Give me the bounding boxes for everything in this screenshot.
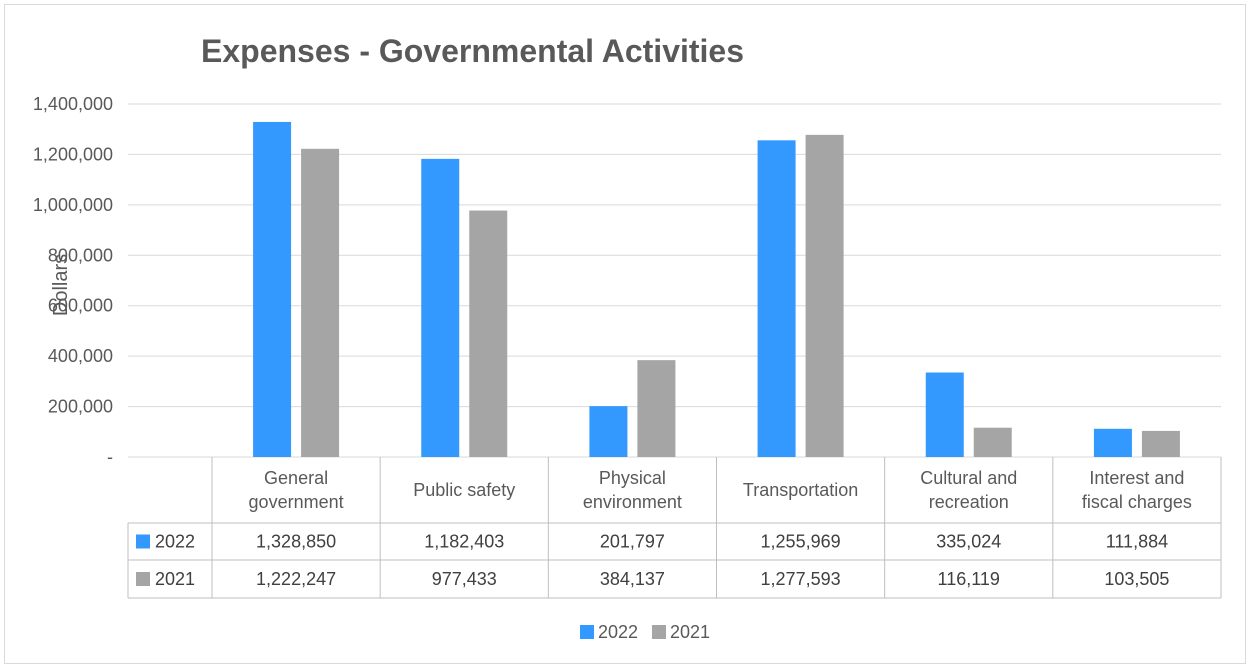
category-label: Physical <box>599 468 666 488</box>
bar-2021 <box>1141 430 1180 457</box>
y-tick-label: 1,400,000 <box>33 94 113 114</box>
bar-2022 <box>253 121 292 457</box>
bar-2022 <box>1093 428 1132 457</box>
data-label: 977,433 <box>432 569 497 589</box>
legend: 2022 2021 <box>580 622 710 642</box>
data-label: 1,328,850 <box>256 532 336 552</box>
data-label: 111,884 <box>1106 532 1168 552</box>
bar-2022 <box>421 158 460 457</box>
legend-label: 2021 <box>670 622 710 642</box>
y-axis-ticks: - 200,000 400,000 600,000 800,000 1,000,000 1,… <box>33 94 113 467</box>
y-tick-label: 400,000 <box>48 346 113 366</box>
chart-frame: Expenses - Governmental Activities Dolla… <box>4 4 1246 664</box>
y-tick-label: 600,000 <box>48 296 113 316</box>
data-label: 103,505 <box>1104 569 1169 589</box>
data-label: 116,119 <box>938 569 1000 589</box>
category-label: Public safety <box>413 480 515 500</box>
bar-2021 <box>301 148 340 457</box>
y-tick-label: 1,000,000 <box>33 195 113 215</box>
y-axis-label: Dollars <box>50 254 72 316</box>
y-tick-label: 800,000 <box>48 245 113 265</box>
category-label: General <box>264 468 328 488</box>
table-series-label: 2022 <box>155 532 195 552</box>
data-label: 335,024 <box>936 532 1001 552</box>
bar-2021 <box>973 427 1012 457</box>
data-label: 1,277,593 <box>761 569 841 589</box>
data-label: 1,255,969 <box>761 532 841 552</box>
y-tick-label: 1,200,000 <box>33 144 113 164</box>
data-label: 1,222,247 <box>256 569 336 589</box>
data-label: 1,182,403 <box>424 532 504 552</box>
bar-2022 <box>757 140 796 457</box>
table-legend-key-2022 <box>136 534 150 549</box>
legend-key-2021 <box>652 625 666 639</box>
bar-2021 <box>469 210 508 457</box>
legend-label: 2022 <box>598 622 638 642</box>
legend-key-2022 <box>580 625 594 639</box>
table-series-label: 2021 <box>155 569 195 589</box>
category-label: recreation <box>929 492 1009 512</box>
category-label: government <box>249 492 344 512</box>
bars <box>253 121 1180 457</box>
y-tick-label: 200,000 <box>48 397 113 417</box>
bar-2022 <box>589 406 628 457</box>
bar-2021 <box>805 134 844 457</box>
category-label: environment <box>583 492 682 512</box>
y-tick-label: - <box>107 447 113 467</box>
data-label: 201,797 <box>600 532 665 552</box>
category-label: Cultural and <box>920 468 1017 488</box>
data-table: General government Public safety Physical en… <box>127 457 1222 599</box>
bar-chart: Expenses - Governmental Activities Dolla… <box>33 33 1222 642</box>
bar-2022 <box>925 372 964 457</box>
chart-title: Expenses - Governmental Activities <box>201 33 744 69</box>
bar-2021 <box>637 360 676 457</box>
category-label: Transportation <box>743 480 858 500</box>
category-label: Interest and <box>1089 468 1184 488</box>
category-label: fiscal charges <box>1082 492 1192 512</box>
table-legend-key-2021 <box>136 572 150 586</box>
data-label: 384,137 <box>600 569 665 589</box>
